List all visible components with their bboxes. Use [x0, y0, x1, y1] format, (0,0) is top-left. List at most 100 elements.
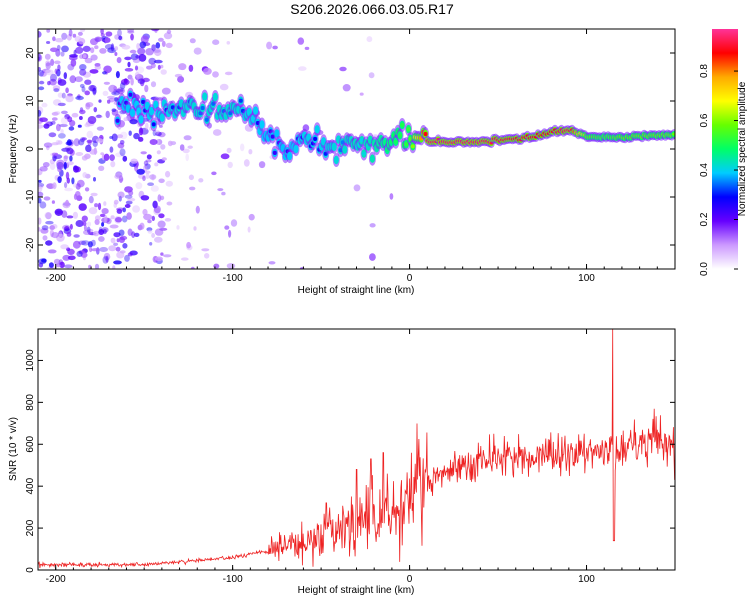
colorbar: 0.0 0.2 0.4 0.6 0.8 Normalized spectral ampl…: [699, 29, 748, 276]
spectrogram-noise-blob: [69, 54, 78, 58]
spectrogram-noise-blob: [50, 73, 57, 82]
spectrogram-noise-blob: [83, 229, 92, 235]
spectrogram-noise-blob: [93, 107, 98, 113]
spectrogram-noise-blob: [118, 195, 122, 202]
spectrogram-noise-blob: [163, 32, 173, 40]
spectrogram-noise-blob: [110, 160, 116, 168]
spectrogram-noise-blob: [63, 264, 73, 269]
spectrogram-noise-blob: [114, 173, 123, 180]
spectrogram-ridge-band: [293, 145, 299, 154]
spectrogram-noise-blob: [152, 200, 158, 209]
spectrogram-noise-blob: [119, 235, 128, 241]
spectrogram-noise-blob: [60, 129, 64, 134]
spectrogram-ridge-core: [151, 122, 156, 127]
spectrogram-noise-blob: [122, 155, 128, 162]
spectrogram-noise-blob: [150, 81, 157, 88]
spectrogram-noise-blob: [121, 44, 131, 50]
spectrogram-noise-blob: [73, 138, 80, 147]
colorbar-ticks: 0.0 0.2 0.4 0.6 0.8: [699, 64, 738, 276]
spectrogram-noise-blob: [99, 213, 106, 218]
spectrogram-noise-blob: [44, 53, 51, 60]
spectrogram-noise-blob: [90, 192, 98, 197]
spectrogram-noise-blob: [81, 137, 87, 141]
spectrogram-noise-blob: [145, 48, 154, 56]
spectrogram-y-tick-label: -20: [25, 237, 36, 252]
spectrogram-noise-blob: [50, 47, 58, 53]
spectrogram-noise-blob: [132, 205, 141, 213]
spectrogram-ridge-band: [212, 92, 218, 102]
spectrogram-noise-blob: [108, 84, 117, 93]
spectrogram-noise-blob: [41, 225, 49, 231]
spectrogram-noise-blob: [109, 146, 114, 153]
spectrogram-noise-blob: [151, 174, 155, 181]
spectrogram-noise-blob: [94, 203, 99, 208]
spectrogram-noise-blob: [247, 226, 251, 233]
spectrogram-noise-blob: [139, 41, 147, 49]
spectrogram-noise-blob: [369, 223, 376, 228]
spectrogram-noise-blob: [61, 45, 69, 53]
spectrogram-noise-blob: [103, 252, 111, 261]
spectrogram-noise-blob: [38, 110, 42, 117]
spectrogram-ridge-core: [370, 156, 375, 161]
spectrogram-noise-blob: [149, 174, 157, 180]
spectrogram-noise-blob: [107, 99, 111, 104]
spectrogram-noise-blob: [107, 95, 116, 100]
spectrogram-noise-blob: [102, 228, 107, 235]
spectrogram-noise-blob: [123, 117, 128, 122]
spectrogram-noise-blob: [132, 58, 141, 64]
spectrogram-noise-blob: [151, 44, 156, 51]
spectrogram-noise-blob: [134, 65, 139, 71]
spectrogram-noise-blob: [66, 215, 74, 219]
spectrogram-noise-blob: [57, 102, 66, 107]
spectrogram-noise-blob: [94, 36, 102, 42]
spectrogram-noise-blob: [130, 77, 134, 86]
spectrogram-noise-blob: [89, 246, 93, 253]
spectrogram-noise-blob: [57, 164, 66, 169]
spectrogram-noise-blob: [84, 79, 92, 85]
spectrogram-noise-blob: [166, 201, 173, 206]
spectrogram-noise-blob: [153, 205, 161, 214]
spectrogram-noise-blob: [185, 153, 189, 162]
spectrogram-noise-blob: [153, 59, 163, 64]
spectrogram-noise-blob: [81, 215, 88, 222]
colorbar-tick-label: 0.2: [699, 212, 710, 226]
spectrogram-noise-blob: [156, 139, 163, 145]
spectrogram-noise-blob: [147, 182, 155, 186]
spectrogram-y-ticks: -20 -10 0 10 20: [25, 47, 675, 252]
spectrogram-noise-blob: [73, 234, 80, 238]
spectrogram-noise-blob: [38, 185, 43, 193]
spectrogram-noise-blob: [110, 43, 115, 52]
spectrogram-noise-blob: [258, 161, 266, 169]
spectrogram-noise-blob: [104, 215, 108, 223]
spectrogram-ridge-core: [423, 131, 428, 137]
spectrogram-noise-blob: [93, 177, 96, 182]
spectrogram-noise-blob: [124, 254, 130, 262]
spectrogram-noise-blob: [137, 47, 146, 56]
spectrogram-noise-blob: [119, 148, 126, 157]
spectrogram-noise-blob: [60, 51, 65, 57]
spectrogram-noise-blob: [56, 159, 65, 168]
spectrogram-noise-blob: [204, 253, 210, 259]
spectrogram-noise-blob: [115, 217, 122, 223]
spectrogram-noise-blob: [57, 64, 61, 71]
spectrogram-noise-blob: [226, 147, 232, 154]
spectrogram-noise-blob: [179, 144, 185, 151]
spectrogram-noise-blob: [99, 247, 108, 252]
spectrogram-noise-blob: [38, 53, 43, 62]
spectrogram-noise-blob: [157, 220, 166, 228]
spectrogram-ridge-band: [259, 120, 265, 129]
spectrogram-noise-blob: [297, 37, 305, 45]
spectrogram-noise-blob: [115, 246, 121, 252]
spectrogram-noise-blob: [70, 59, 77, 67]
spectrogram-noise-blob: [122, 243, 128, 249]
spectrogram-noise-blob: [212, 129, 222, 136]
spectrogram-noise-blob: [105, 110, 110, 119]
spectrogram-noise-blob: [121, 215, 128, 223]
spectrogram-noise-blob: [102, 256, 109, 264]
snr-x-label: Height of straight line (km): [298, 585, 415, 596]
snr-x-ticks: -200 -100 0 100: [37, 329, 676, 585]
spectrogram-noise-blob: [42, 162, 50, 168]
spectrogram-noise-blob: [144, 84, 149, 93]
spectrogram-noise-blob: [127, 61, 131, 68]
